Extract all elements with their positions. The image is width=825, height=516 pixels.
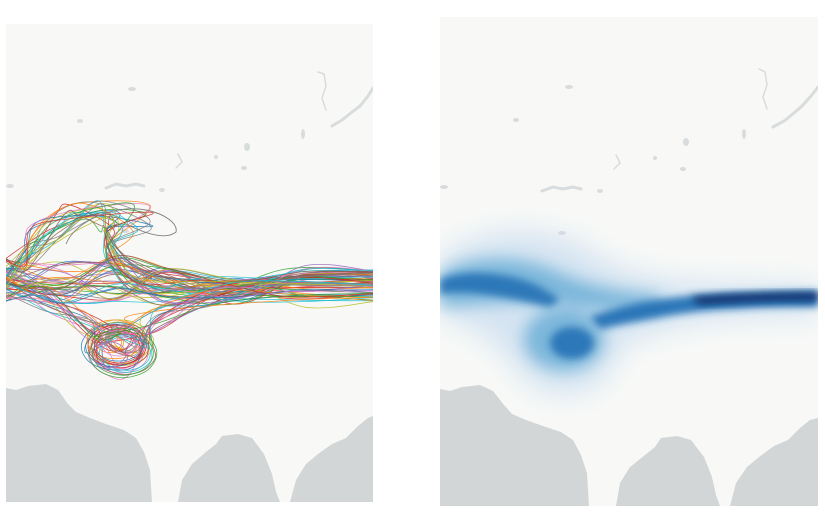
trajectory-line	[65, 208, 177, 245]
trajectory-map	[6, 24, 373, 502]
lakes-layer	[104, 71, 373, 190]
trajectory-line	[6, 272, 373, 357]
landmass-peninsula	[290, 416, 373, 502]
lake-blob-9	[121, 229, 129, 233]
trajectory-line	[6, 209, 373, 298]
trajectory-line	[6, 216, 373, 289]
density-eddy-core	[550, 327, 594, 359]
lake-blob-9	[558, 231, 566, 235]
trajectory-line	[6, 211, 373, 298]
trajectory-line	[6, 215, 373, 286]
density-jet-core	[690, 292, 818, 305]
lake-blob-6	[680, 167, 686, 171]
landmass-indochina	[616, 436, 720, 506]
lake-blob-6	[241, 166, 247, 170]
landmass-layer	[440, 385, 818, 506]
trajectory-line	[6, 280, 373, 304]
lake-blob-7	[214, 155, 218, 159]
trajectory-line	[6, 268, 373, 373]
trajectory-line	[6, 218, 373, 296]
trajectory-line	[6, 285, 373, 379]
landmass-south-asia	[6, 384, 152, 502]
lake-baikal	[330, 86, 373, 128]
trajectory-line	[6, 283, 373, 294]
landmass-indochina	[178, 434, 280, 502]
lake-blob-5	[6, 184, 14, 188]
trajectory-line	[6, 212, 373, 302]
trajectory-line	[6, 289, 373, 369]
lake-blob-1	[128, 87, 136, 91]
trajectory-line	[6, 255, 373, 291]
density-map-panel	[440, 17, 818, 506]
lake-blob-4	[513, 118, 519, 122]
lake-blob-5	[440, 185, 448, 189]
lake-balkhash	[540, 185, 583, 193]
lake-blob-1	[565, 85, 573, 89]
small-lakes	[6, 87, 305, 233]
landmass-peninsula	[730, 418, 818, 506]
lake-balkhash	[104, 182, 146, 190]
trajectory-line	[6, 203, 373, 292]
lake-blob-7	[653, 156, 657, 160]
lake-blob-4	[77, 119, 83, 123]
trajectory-line	[6, 212, 373, 294]
density-map	[440, 17, 818, 506]
trajectory-line	[6, 259, 373, 304]
lake-river	[758, 68, 768, 110]
lake-blob-8	[159, 188, 165, 192]
lake-blob-2	[244, 143, 250, 151]
density-west-core	[440, 273, 560, 307]
lake-khanka	[175, 153, 183, 169]
trajectory-line	[6, 276, 373, 360]
trajectory-lines	[6, 200, 373, 380]
lake-baikal	[771, 85, 818, 129]
landmass-south-asia	[440, 385, 589, 506]
density-band-west	[440, 258, 660, 313]
lake-blob-3	[301, 129, 305, 139]
small-lakes	[440, 85, 746, 235]
lake-river	[317, 71, 327, 111]
trajectory-map-panel	[6, 24, 373, 502]
lake-blob-8	[597, 189, 603, 193]
landmass-layer	[6, 384, 373, 502]
lakes-layer	[540, 68, 818, 193]
lake-blob-2	[683, 138, 689, 146]
density-field	[440, 230, 818, 395]
lake-khanka	[613, 154, 621, 170]
trajectory-line	[6, 276, 373, 299]
lake-blob-3	[742, 129, 746, 139]
